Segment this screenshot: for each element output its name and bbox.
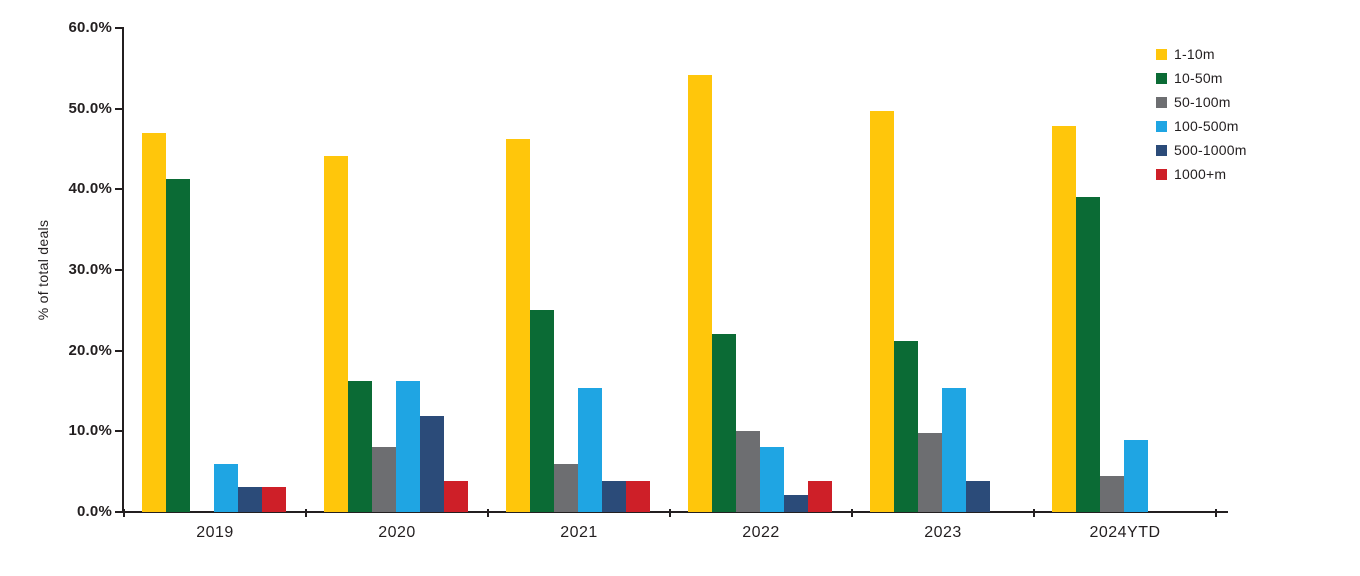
bar-500-1000m-2019 [238,486,262,512]
bar-500-1000m-2020 [420,416,444,512]
y-tick [115,107,123,110]
legend-label: 50-100m [1174,94,1231,110]
y-axis-title: % of total deals [35,219,51,321]
y-tick-label: 30.0% [68,261,112,278]
y-tick-label: 60.0% [68,19,112,36]
bar-10-50m-2023 [894,340,918,512]
bar-100-500m-2024YTD [1124,440,1148,512]
y-tick-label: 10.0% [68,422,112,440]
x-tick [123,509,125,517]
bar-500-1000m-2021 [602,480,626,512]
x-axis-line [122,511,1228,513]
legend-swatch-1000+m [1156,168,1167,180]
x-axis-label-2022: 2022 [742,524,780,541]
bar-1-10m-2024YTD [1052,125,1076,512]
bar-500-1000m-2023 [966,480,990,512]
legend-item-50-100m: 50-100m [1156,90,1247,114]
bar-10-50m-2019 [166,178,190,512]
bar-10-50m-2024YTD [1076,196,1100,512]
x-tick [305,509,307,517]
y-axis-line [122,27,124,513]
bar-1000+m-2019 [262,486,286,512]
x-axis-label-2020: 2020 [378,524,416,541]
legend-item-10-50m: 10-50m [1156,66,1247,90]
legend-item-1000+m: 1000+m [1156,162,1247,186]
bar-1-10m-2022 [688,74,712,512]
bar-10-50m-2022 [712,333,736,512]
y-tick [115,349,123,352]
x-tick [669,509,671,517]
legend-label: 1000+m [1174,166,1227,182]
bar-50-100m-2023 [918,432,942,512]
legend-label: 1-10m [1174,46,1215,62]
bar-100-500m-2023 [942,387,966,512]
bar-1-10m-2019 [142,132,166,512]
legend-label: 10-50m [1174,70,1223,86]
bar-1000+m-2022 [808,480,832,512]
y-tick [115,269,123,271]
y-tick [115,430,123,433]
bar-50-100m-2021 [554,464,578,512]
legend-swatch-10-50m [1156,72,1167,84]
bar-50-100m-2024YTD [1100,475,1124,512]
x-tick [1215,509,1217,517]
legend-item-1-10m: 1-10m [1156,42,1247,66]
bar-100-500m-2022 [760,446,784,512]
bar-1000+m-2021 [626,480,650,512]
x-axis-label-2023: 2023 [924,524,962,541]
bar-1-10m-2021 [506,139,530,512]
bar-1000+m-2020 [444,480,468,512]
legend-label: 100-500m [1174,118,1239,134]
bar-1-10m-2020 [324,156,348,512]
x-tick [1033,509,1035,517]
y-tick [115,27,123,29]
y-tick-label: 50.0% [68,99,112,117]
legend-item-100-500m: 100-500m [1156,114,1247,138]
legend-swatch-500-1000m [1156,144,1167,156]
bar-100-500m-2020 [396,381,420,512]
x-axis-label-2021: 2021 [560,524,598,541]
legend-swatch-100-500m [1156,120,1167,132]
legend-swatch-50-100m [1156,96,1167,108]
bar-1-10m-2023 [870,111,894,512]
bar-100-500m-2019 [214,464,238,512]
legend: 1-10m 10-50m 50-100m 100-500m 500-1000m 1000+… [1156,42,1247,186]
x-axis-label-2024YTD: 2024YTD [1089,524,1161,541]
legend-label: 500-1000m [1174,142,1247,158]
legend-swatch-1-10m [1156,48,1167,60]
y-tick-label: 0.0% [77,503,112,520]
bar-10-50m-2020 [348,381,372,512]
bar-100-500m-2021 [578,387,602,512]
legend-item-500-1000m: 500-1000m [1156,138,1247,162]
bar-10-50m-2021 [530,310,554,512]
y-tick [115,188,123,191]
bar-500-1000m-2022 [784,495,808,512]
y-tick [115,511,123,513]
bar-50-100m-2020 [372,447,396,512]
bar-50-100m-2022 [736,431,760,512]
x-tick [851,509,853,517]
y-tick-label: 40.0% [68,180,112,198]
x-tick [487,509,489,517]
y-tick-label: 20.0% [68,341,112,359]
x-axis-label-2019: 2019 [196,524,234,541]
